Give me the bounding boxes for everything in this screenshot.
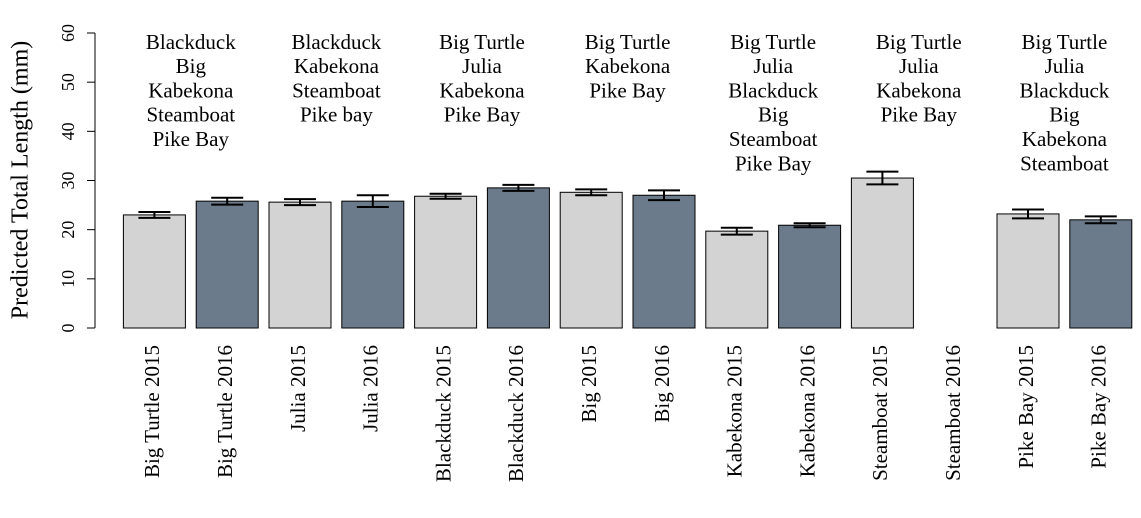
x-tick-label: Blackduck 2015 <box>431 345 455 482</box>
annotation: Big Turtle <box>730 30 816 54</box>
bar <box>195 200 259 329</box>
annotation: Steamboat <box>1020 151 1109 175</box>
annotation: Big <box>758 103 789 127</box>
y-tick-label: 30 <box>58 172 78 190</box>
annotation: Big Turtle <box>1022 30 1108 54</box>
x-tick-label: Kabekona 2016 <box>795 345 819 477</box>
error-bar <box>284 198 316 207</box>
x-tick-label: Big Turtle 2016 <box>213 345 237 478</box>
x-tick-label: Julia 2015 <box>286 345 310 432</box>
annotation: Big <box>176 54 207 78</box>
x-tick-label: Big 2015 <box>577 345 601 423</box>
annotation: Julia <box>1045 54 1085 78</box>
y-tick-label: 50 <box>58 73 78 91</box>
bar <box>632 194 696 329</box>
error-bar <box>866 170 899 186</box>
annotation: Kabekona <box>148 78 234 102</box>
x-tick-label: Pike Bay 2015 <box>1014 345 1038 469</box>
annotation: Pike Bay <box>589 78 666 102</box>
annotation: Kabekona <box>1022 127 1108 151</box>
x-tick-label: Big Turtle 2015 <box>140 345 164 478</box>
error-bar <box>211 196 244 206</box>
bar <box>1069 219 1133 329</box>
y-tick-label: 20 <box>58 221 78 239</box>
annotation: Kabekona <box>585 54 671 78</box>
y-tick-label: 60 <box>58 24 78 42</box>
annotation: Big Turtle <box>439 30 525 54</box>
annotation: Blackduck <box>1019 78 1109 102</box>
annotation: Pike Bay <box>735 151 812 175</box>
error-bar <box>429 192 462 200</box>
x-tick-label: Steamboat 2016 <box>941 345 965 481</box>
error-bar <box>793 222 826 229</box>
annotation: Blackduck <box>291 30 381 54</box>
bar <box>122 214 186 329</box>
error-bar <box>575 188 608 197</box>
annotation: Pike Bay <box>153 127 230 151</box>
x-tick-label: Steamboat 2015 <box>868 345 892 481</box>
x-tick-label: Kabekona 2015 <box>723 345 747 477</box>
annotation: Kabekona <box>876 78 962 102</box>
annotation: Pike Bay <box>444 103 521 127</box>
bar <box>705 230 769 329</box>
error-bar <box>502 183 535 192</box>
annotation: Blackduck <box>728 78 818 102</box>
y-tick-label: 0 <box>58 324 78 333</box>
bar <box>559 191 623 329</box>
y-axis-label: Predicted Total Length (mm) <box>8 41 34 319</box>
bar <box>850 177 914 329</box>
annotation: Pike Bay <box>881 103 958 127</box>
y-tick-label: 10 <box>58 270 78 288</box>
annotation: Kabekona <box>294 54 380 78</box>
x-tick-label: Pike Bay 2016 <box>1087 345 1111 469</box>
bar <box>996 213 1060 329</box>
annotation: Big Turtle <box>876 30 962 54</box>
annotation: Julia <box>899 54 939 78</box>
bar <box>414 195 478 329</box>
annotation: Blackduck <box>146 30 236 54</box>
x-tick-label: Blackduck 2016 <box>504 345 528 482</box>
error-bar <box>356 194 389 209</box>
annotation: Steamboat <box>729 127 818 151</box>
annotation: Julia <box>462 54 502 78</box>
bar <box>268 201 332 329</box>
error-bar <box>1084 215 1117 225</box>
annotation: Kabekona <box>439 78 525 102</box>
y-tick-label: 40 <box>58 122 78 140</box>
error-bar <box>648 189 680 202</box>
annotation: Steamboat <box>146 103 235 127</box>
annotation: Pike bay <box>300 103 373 127</box>
annotation: Big Turtle <box>585 30 671 54</box>
annotation: Julia <box>753 54 793 78</box>
x-tick-label: Julia 2016 <box>359 345 383 432</box>
error-bar <box>138 210 171 219</box>
bar <box>341 200 405 329</box>
error-bar <box>1012 208 1044 220</box>
x-tick-label: Big 2016 <box>650 345 674 423</box>
annotation: Steamboat <box>292 78 381 102</box>
bar <box>486 187 550 329</box>
annotation: Big <box>1049 103 1080 127</box>
error-bar <box>720 226 753 236</box>
bar <box>778 224 842 329</box>
